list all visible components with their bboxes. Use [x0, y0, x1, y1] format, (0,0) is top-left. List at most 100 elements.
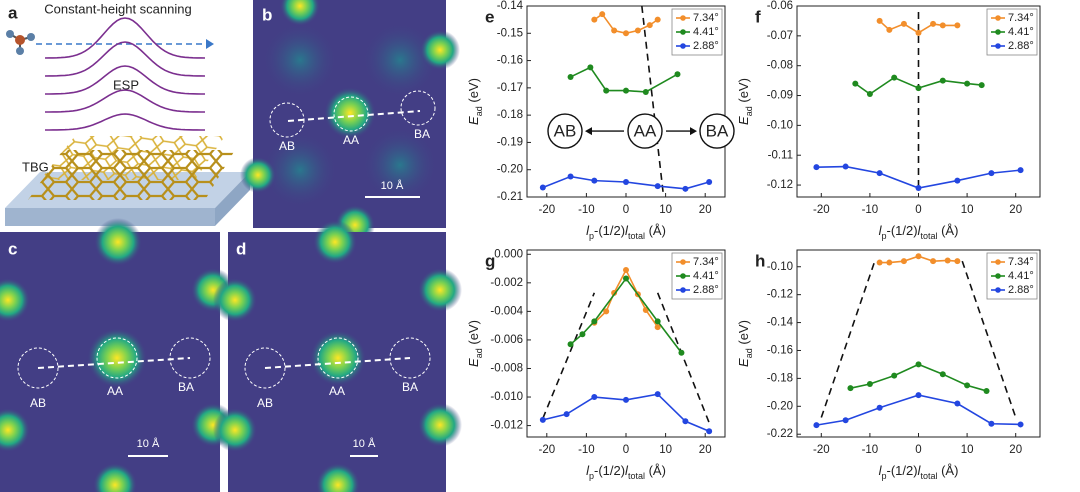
legend-marker — [680, 15, 686, 21]
site-label: BA — [402, 380, 418, 394]
y-tick-label: -0.19 — [497, 136, 523, 148]
data-point — [939, 77, 946, 84]
data-point — [591, 394, 598, 401]
y-tick-label: -0.002 — [490, 277, 523, 289]
panel-letter: b — [262, 5, 272, 24]
scale-label: 10 Å — [353, 437, 376, 450]
legend-marker — [680, 43, 686, 49]
data-point — [915, 392, 922, 399]
data-point — [954, 177, 961, 184]
y-axis-label-part: ad — [474, 106, 484, 116]
panel-a: a Constant-height scanning ESP TBG — [5, 1, 250, 226]
legend-label: 4.41° — [1008, 26, 1034, 38]
guide-line — [820, 260, 876, 418]
y-tick-label: -0.10 — [767, 119, 793, 131]
chart: g0.000 -0.002 -0.004 -0.006 -0.008 -0.010 -0.0… — [466, 248, 726, 481]
data-point — [623, 30, 629, 37]
y-tick-label: -0.12 — [767, 179, 793, 191]
y-tick-label: -0.18 — [767, 372, 793, 384]
legend-marker — [680, 273, 686, 279]
x-axis-label-part: (Å) — [645, 223, 666, 238]
x-axis-label-part: l — [918, 223, 922, 238]
y-axis-label-part: (eV) — [736, 320, 751, 348]
data-point — [587, 64, 594, 71]
data-point — [563, 411, 570, 418]
x-axis-label-part: l — [625, 463, 629, 478]
data-point — [706, 428, 713, 435]
data-point — [603, 87, 610, 94]
x-tick-label: 10 — [961, 204, 974, 216]
x-tick-label: -20 — [813, 444, 830, 456]
y-tick-label: -0.12 — [767, 289, 793, 301]
data-point — [978, 82, 985, 89]
legend-marker — [995, 29, 1001, 35]
y-tick-label: -0.09 — [767, 90, 793, 102]
x-axis-label-part: -(1/2) — [594, 463, 625, 478]
x-axis-label: lp-(1/2)ltotal (Å) — [879, 223, 959, 241]
x-tick-label: -20 — [813, 204, 830, 216]
data-point — [603, 308, 610, 315]
panel-letter: f — [755, 7, 761, 26]
x-axis-label-part: (Å) — [937, 223, 958, 238]
x-tick-label: 0 — [623, 444, 629, 456]
y-tick-label: -0.10 — [767, 261, 793, 273]
data-point — [654, 391, 661, 398]
data-point — [654, 183, 661, 190]
y-tick-label: 0.000 — [494, 248, 523, 260]
data-point — [876, 259, 883, 266]
data-point — [876, 170, 883, 177]
data-point — [852, 80, 859, 87]
data-point — [886, 26, 893, 33]
data-point — [988, 170, 995, 177]
x-axis-label-part: total — [920, 231, 937, 241]
y-axis-label-part: (eV) — [466, 320, 481, 348]
y-axis-label-part: E — [466, 116, 481, 125]
site-circle — [699, 113, 735, 149]
x-axis-label-part: l — [625, 223, 629, 238]
y-tick-label: -0.16 — [497, 55, 523, 67]
molecule-icon — [6, 30, 35, 55]
guide-line — [542, 292, 596, 419]
panel-c: AB AA BA 10 Å c — [0, 218, 235, 492]
site-label: AA — [343, 133, 359, 147]
data-point — [900, 258, 907, 265]
x-tick-label: 0 — [915, 444, 921, 456]
x-axis-label-part: l — [918, 463, 922, 478]
site-annotation: AA — [634, 122, 657, 141]
esp-curve — [44, 17, 206, 59]
x-tick-label: -10 — [578, 444, 595, 456]
x-axis-label-part: -(1/2) — [886, 223, 917, 238]
arrow-head — [585, 127, 592, 136]
legend-label: 7.34° — [1008, 256, 1034, 268]
y-axis-label: Ead (eV) — [736, 78, 754, 125]
data-point — [623, 178, 629, 185]
data-point — [876, 17, 883, 24]
y-axis-label: Ead (eV) — [466, 78, 484, 125]
data-point — [954, 22, 961, 29]
data-point — [654, 318, 661, 325]
y-tick-label: -0.22 — [767, 428, 793, 440]
data-point — [654, 324, 661, 331]
series-line — [570, 277, 683, 354]
x-tick-label: -20 — [538, 444, 555, 456]
y-tick-label: -0.07 — [767, 30, 793, 42]
legend-label: 7.34° — [693, 12, 719, 24]
data-point — [623, 87, 629, 94]
data-point — [876, 404, 883, 411]
data-point — [866, 380, 873, 387]
data-point — [964, 80, 971, 87]
y-axis-label: Ead (eV) — [736, 320, 754, 367]
data-point — [944, 257, 951, 264]
y-axis-label-part: E — [466, 358, 481, 367]
data-point — [866, 91, 873, 98]
x-axis-label-part: l — [879, 223, 883, 238]
substrate-front — [5, 208, 215, 226]
data-point — [813, 422, 820, 429]
chart: h -0.10 -0.12 -0.14 -0.16 -0.18 -0.20 -0.22 -20 -… — [736, 249, 1041, 481]
y-axis-label-part: (eV) — [736, 78, 751, 106]
y-tick-label: -0.06 — [767, 0, 793, 12]
site-label: AB — [279, 139, 295, 153]
legend-label: 4.41° — [693, 270, 719, 282]
legend-marker — [680, 259, 686, 265]
